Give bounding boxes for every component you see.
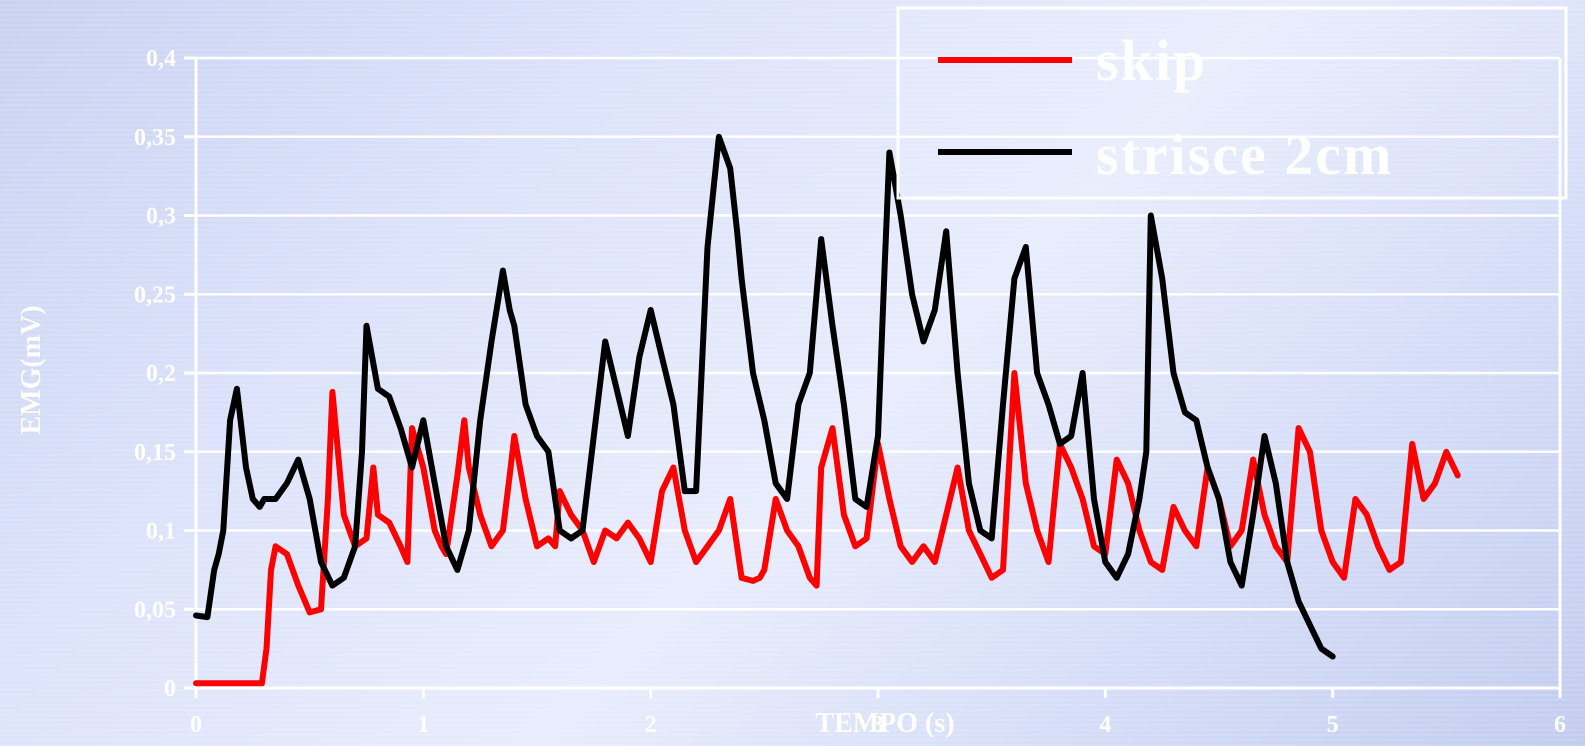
y-axis-title: EMG(mV) xyxy=(16,305,47,434)
x-tick-label: 5 xyxy=(1327,712,1339,738)
series-layer xyxy=(193,133,1461,687)
y-tick-label: 0,2 xyxy=(146,361,176,387)
y-tick-label: 0,15 xyxy=(134,440,176,466)
y-tick-label: 0,35 xyxy=(134,125,176,151)
x-tick-label: 0 xyxy=(190,712,202,738)
x-tick-label: 3 xyxy=(872,712,884,738)
x-tick-label: 1 xyxy=(417,712,429,738)
series-line-skip xyxy=(193,370,1461,687)
axes xyxy=(194,58,1562,690)
series-line-strisce-2cm xyxy=(193,133,1336,660)
legend-label-strisce-2cm: strisce 2cm xyxy=(1096,122,1393,187)
x-tick-label: 6 xyxy=(1554,712,1566,738)
y-tick-label: 0 xyxy=(164,676,176,702)
y-tick-label: 0,05 xyxy=(134,597,176,623)
x-tick-label: 4 xyxy=(1099,712,1111,738)
x-tick-labels: 0 1 2 3 4 5 6 xyxy=(190,712,1566,738)
legend: skip strisce 2cm xyxy=(896,6,1568,200)
y-tick-label: 0,4 xyxy=(146,46,176,72)
x-axis-title: TEMPO (s) xyxy=(815,708,954,739)
y-tick-label: 0,1 xyxy=(146,519,176,545)
x-tick-label: 2 xyxy=(645,712,657,738)
y-tick-label: 0,25 xyxy=(134,282,176,308)
y-tick-label: 0,3 xyxy=(146,204,176,230)
legend-box xyxy=(896,6,1568,200)
legend-label-skip: skip xyxy=(1096,28,1207,93)
y-tick-labels: 0 0,05 0,1 0,15 0,2 0,25 0,3 0,35 0,4 xyxy=(134,46,176,702)
